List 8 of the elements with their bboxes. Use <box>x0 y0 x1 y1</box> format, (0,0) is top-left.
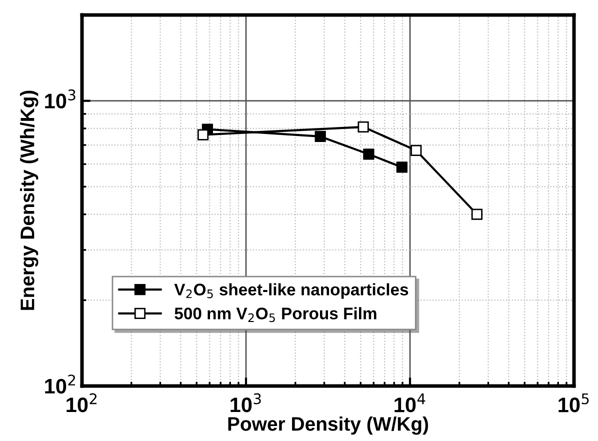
y-axis-title: Energy Density (Wh/Kg) <box>20 90 38 310</box>
x-tick-label: 10$^{5}$ <box>558 393 589 412</box>
legend-label: 500 nm V$_{2}$O$_{5}$ Porous Film <box>174 307 376 322</box>
x-tick-label: 10$^{2}$ <box>66 393 97 412</box>
x-tick-label: 10$^{4}$ <box>394 393 426 412</box>
x-axis-title: Power Density (W/Kg) <box>228 416 428 435</box>
x-tick-label: 10$^{3}$ <box>230 393 261 412</box>
legend-label: V$_{2}$O$_{5}$ sheet-like nanoparticles <box>174 283 408 299</box>
